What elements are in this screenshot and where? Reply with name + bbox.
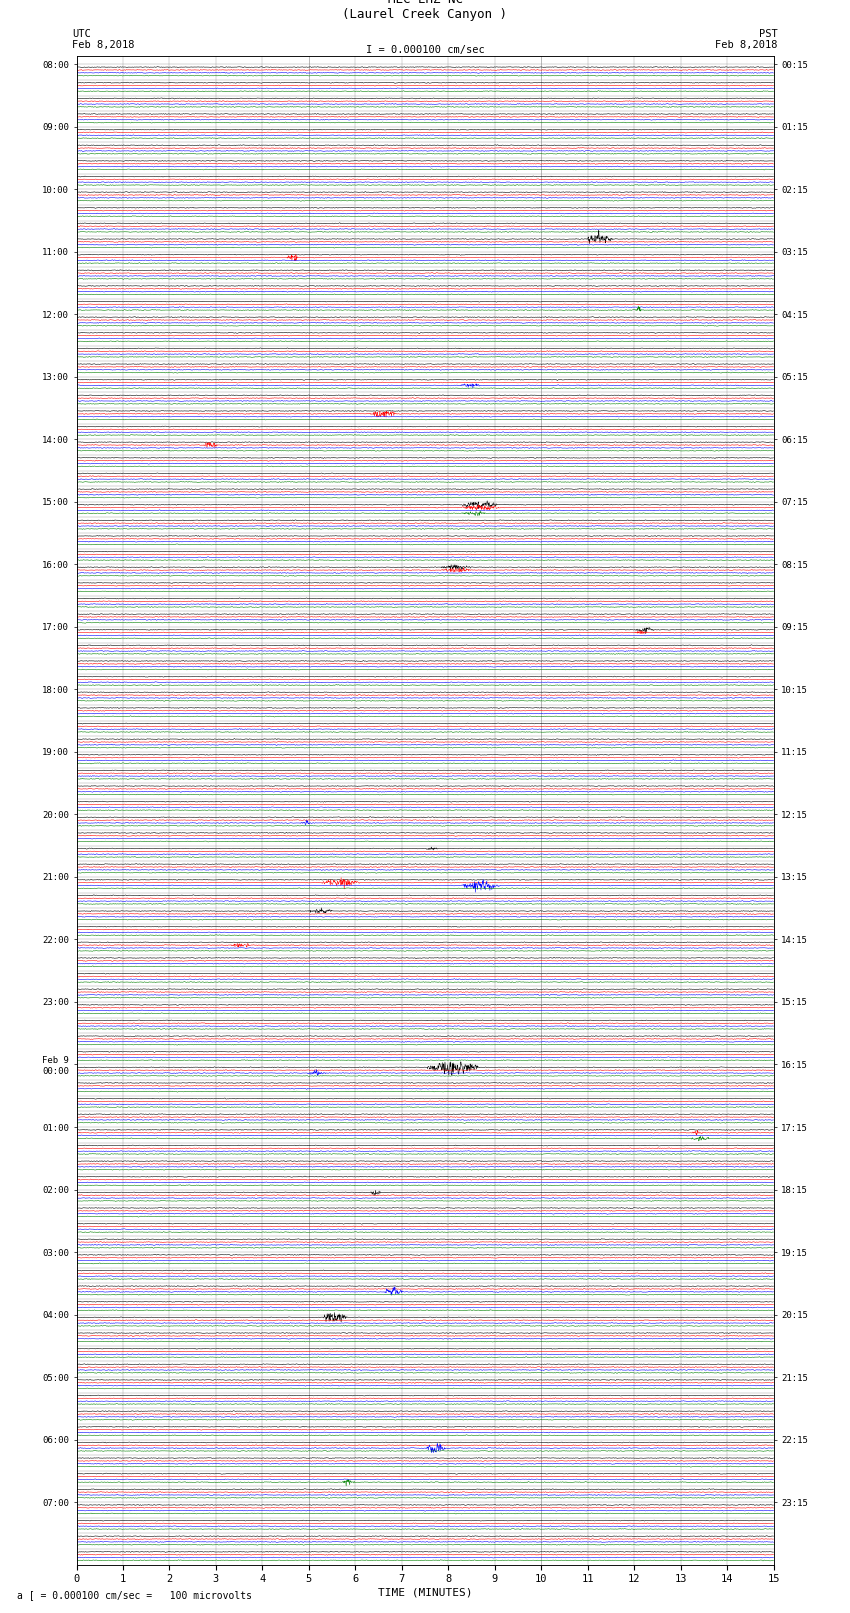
Text: PST: PST	[759, 29, 778, 39]
Text: Feb 8,2018: Feb 8,2018	[72, 40, 135, 50]
Text: UTC: UTC	[72, 29, 91, 39]
Text: Feb 8,2018: Feb 8,2018	[715, 40, 778, 50]
X-axis label: TIME (MINUTES): TIME (MINUTES)	[377, 1587, 473, 1597]
Title: MLC EHZ NC
(Laurel Creek Canyon ): MLC EHZ NC (Laurel Creek Canyon )	[343, 0, 507, 21]
Text: a [ = 0.000100 cm/sec =   100 microvolts: a [ = 0.000100 cm/sec = 100 microvolts	[17, 1590, 252, 1600]
Text: I = 0.000100 cm/sec: I = 0.000100 cm/sec	[366, 45, 484, 55]
